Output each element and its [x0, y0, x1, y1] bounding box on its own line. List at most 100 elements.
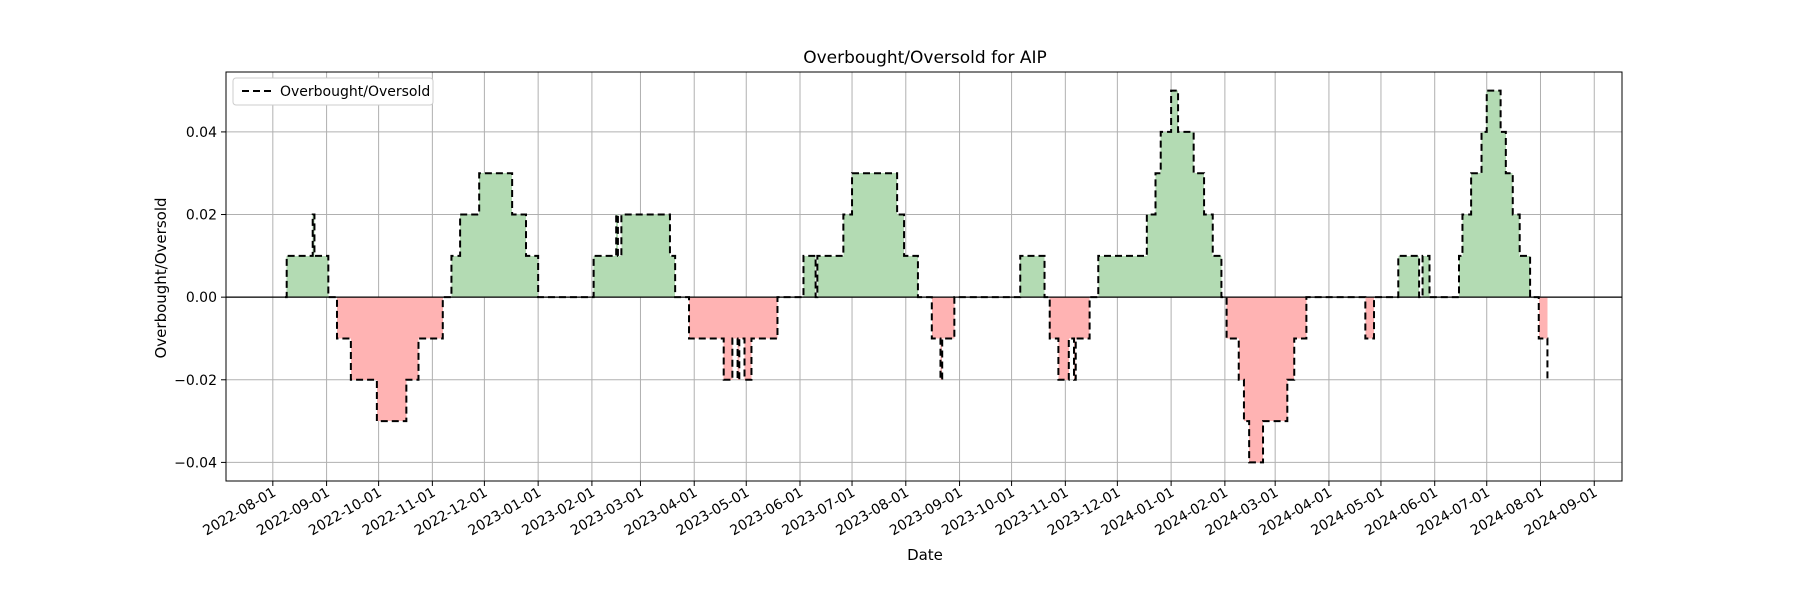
- oversold-fill: [1056, 297, 1059, 339]
- y-tick-label: −0.04: [174, 455, 217, 471]
- oversold-fill: [1538, 297, 1546, 339]
- oversold-fill: [1075, 297, 1088, 339]
- oversold-fill: [350, 297, 376, 380]
- overbought-fill: [895, 173, 898, 298]
- x-axis-ticks: 2022-08-012022-09-012022-10-012022-11-01…: [200, 481, 1600, 539]
- series-line-overbought-oversold: [284, 89, 1549, 464]
- overbought-fill: [1020, 255, 1043, 298]
- oversold-fill: [744, 297, 750, 380]
- overbought-fill: [817, 255, 842, 298]
- y-tick-label: 0.02: [186, 208, 217, 224]
- y-tick-label: 0.00: [186, 290, 217, 306]
- oversold-fill: [1365, 297, 1373, 339]
- oversold-fill: [689, 297, 722, 339]
- oversold-fill: [1072, 297, 1075, 339]
- oversold-fill: [418, 297, 442, 339]
- y-tick-label: 0.04: [186, 125, 217, 141]
- oversold-fill: [732, 297, 736, 339]
- overbought-fill: [1500, 131, 1505, 298]
- overbought-fill: [1155, 173, 1159, 298]
- overbought-fill: [479, 173, 511, 298]
- oversold-fill: [723, 297, 731, 380]
- y-axis-label: Overbought/Oversold: [152, 197, 170, 358]
- oversold-fill: [742, 297, 745, 339]
- overbought-fill: [668, 214, 670, 298]
- overbought-fill: [1158, 173, 1161, 298]
- overbought-fill: [1462, 214, 1470, 298]
- overbought-fill: [1169, 131, 1172, 298]
- overbought-fill: [1176, 90, 1179, 298]
- oversold-fill: [349, 297, 351, 339]
- oversold-fill: [416, 297, 419, 380]
- overbought-fill: [1398, 255, 1418, 298]
- legend-label: Overbought/Oversold: [280, 84, 430, 100]
- overbought-fill: [897, 214, 903, 298]
- overbought-fill: [1511, 173, 1513, 298]
- area-fills: [286, 90, 1548, 463]
- overbought-fill: [1417, 255, 1420, 298]
- legend: Overbought/Oversold: [232, 77, 434, 106]
- overbought-fill: [1204, 214, 1212, 298]
- overbought-fill: [1505, 173, 1512, 298]
- overbought-fill: [1153, 214, 1156, 298]
- overbought-fill: [614, 255, 617, 298]
- overbought-fill: [510, 173, 513, 298]
- overbought-fill: [1486, 90, 1499, 298]
- oversold-fill: [1247, 297, 1250, 422]
- overbought-fill: [451, 255, 459, 298]
- oversold-fill: [931, 297, 939, 339]
- oversold-fill: [1068, 297, 1073, 339]
- overbought-fill: [1212, 255, 1220, 298]
- oversold-fill: [751, 297, 776, 339]
- oversold-fill: [1294, 297, 1305, 339]
- overbought-fill: [526, 255, 537, 298]
- oversold-fill: [375, 297, 377, 380]
- oversold-fill: [1263, 297, 1286, 422]
- overbought-fill: [1471, 173, 1480, 298]
- overbought-fill: [1528, 255, 1531, 298]
- overbought-fill: [1460, 255, 1463, 298]
- oversold-fill: [406, 297, 417, 380]
- oversold-fill: [1261, 297, 1264, 463]
- oversold-fill: [1285, 297, 1288, 422]
- overbought-fill: [1171, 90, 1177, 298]
- oversold-fill: [1243, 297, 1248, 422]
- overbought-fill: [1178, 131, 1192, 298]
- x-axis-label: Date: [907, 546, 943, 564]
- oversold-fill: [721, 297, 724, 339]
- oversold-fill: [1049, 297, 1057, 339]
- overbought-fill: [617, 255, 622, 298]
- overbought-fill: [1160, 131, 1170, 298]
- oversold-fill: [938, 297, 941, 339]
- overbought-fill: [1098, 255, 1146, 298]
- overbought-fill: [1512, 214, 1518, 298]
- overbought-fill: [310, 255, 313, 298]
- overbought-fill: [1145, 255, 1147, 298]
- plot-frame: [225, 71, 1623, 482]
- oversold-fill: [336, 297, 350, 339]
- overbought-fill: [314, 255, 327, 298]
- oversold-fill: [1238, 297, 1243, 380]
- oversold-fill: [1058, 297, 1068, 380]
- oversold-fill: [735, 297, 738, 339]
- overbought-fill: [286, 255, 311, 298]
- oversold-fill: [1226, 297, 1238, 339]
- oversold-fill: [942, 297, 953, 339]
- oversold-fill: [739, 297, 743, 339]
- overbought-fill: [1191, 131, 1194, 298]
- overbought-fill: [1485, 131, 1487, 298]
- oversold-fill: [952, 297, 955, 339]
- overbought-fill: [843, 214, 851, 298]
- overbought-fill: [1517, 214, 1520, 298]
- oversold-fill: [1237, 297, 1239, 339]
- overbought-fill: [1469, 214, 1472, 298]
- overbought-fill: [1519, 255, 1529, 298]
- oversold-fill: [404, 297, 407, 422]
- oversold-fill: [1249, 297, 1262, 463]
- chart-title: Overbought/Oversold for AIP: [803, 48, 1047, 68]
- legend-box: [232, 77, 434, 106]
- overbought-fill: [512, 214, 525, 298]
- overbought-fill: [803, 255, 814, 298]
